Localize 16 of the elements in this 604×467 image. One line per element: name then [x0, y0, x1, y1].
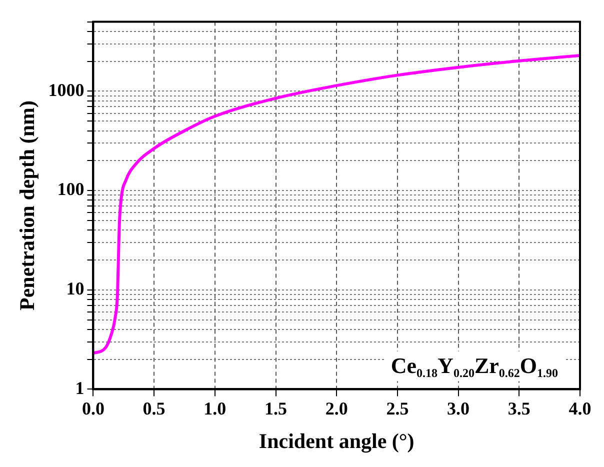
x-tick-label: 2.0 — [325, 398, 348, 419]
x-tick-label: 3.0 — [447, 398, 470, 419]
x-tick-label: 4.0 — [568, 398, 592, 419]
y-tick-label: 1 — [75, 378, 84, 398]
x-tick-label: 1.5 — [264, 398, 287, 419]
x-tick-label: 1.0 — [204, 398, 226, 419]
y-tick-label: 1000 — [48, 80, 84, 100]
x-tick-label: 2.5 — [386, 398, 409, 419]
line-series — [93, 54, 580, 355]
x-tick-label: 0.0 — [82, 398, 104, 419]
y-axis-title: Penetration depth (nm) — [15, 100, 40, 310]
x-tick-label: 0.5 — [142, 398, 166, 419]
x-tick-label: 3.5 — [508, 398, 530, 419]
x-axis-title: Incident angle (°) — [258, 428, 414, 453]
y-tick-label: 100 — [57, 179, 84, 200]
y-tick-label: 10 — [66, 278, 84, 299]
